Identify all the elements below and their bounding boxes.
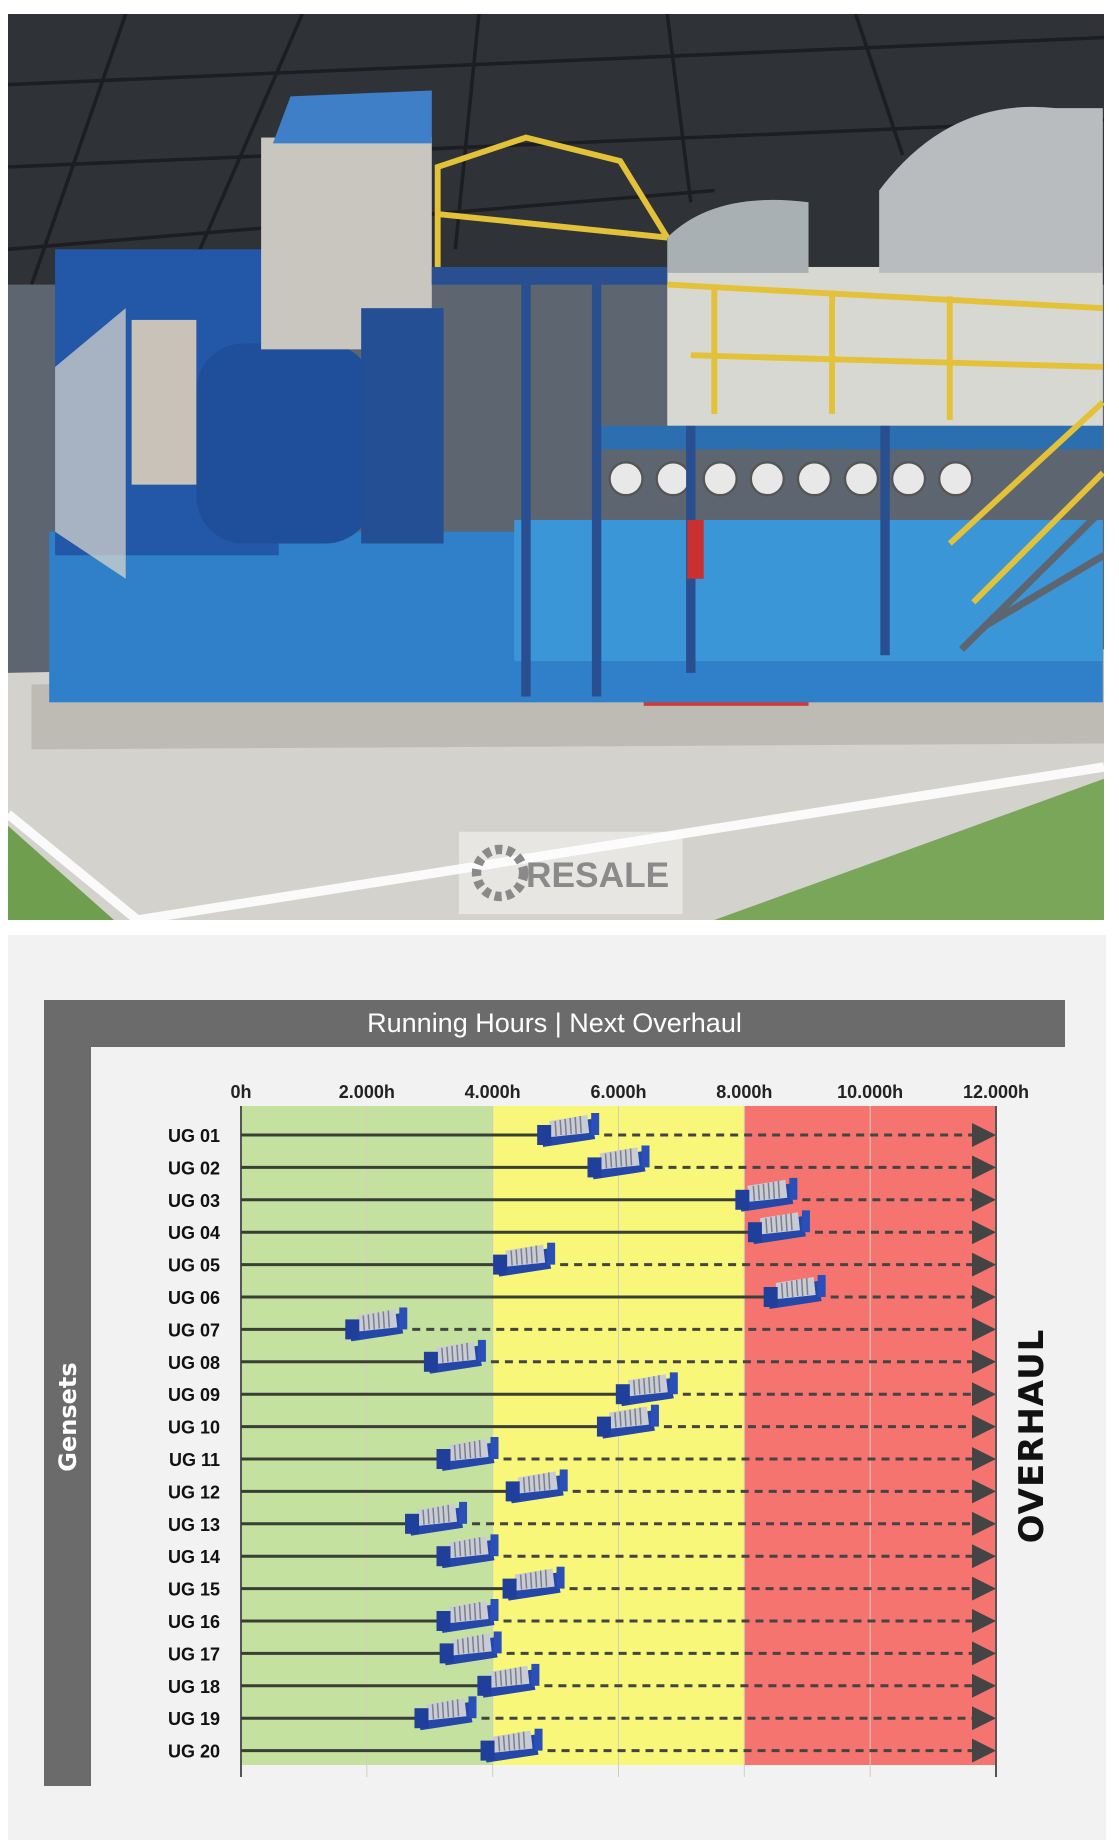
genset-label: UG 14 [168, 1547, 220, 1567]
x-tick-label: 2.000h [339, 1082, 395, 1102]
genset-label: UG 01 [168, 1126, 220, 1146]
y-axis-label-bar: Gensets [44, 1047, 91, 1786]
genset-label: UG 03 [168, 1191, 220, 1211]
genset-label: UG 12 [168, 1482, 220, 1502]
x-tick-label: 10.000h [837, 1082, 903, 1102]
genset-label: UG 15 [168, 1580, 220, 1600]
x-tick-label: 6.000h [590, 1082, 646, 1102]
genset-label: UG 20 [168, 1742, 220, 1762]
x-tick-label: 0h [230, 1082, 251, 1102]
genset-label: UG 02 [168, 1158, 220, 1178]
genset-label: UG 06 [168, 1288, 220, 1308]
genset-label: UG 18 [168, 1677, 220, 1697]
engine-hall-photo: RESALE [8, 14, 1104, 920]
genset-label: UG 04 [168, 1223, 220, 1243]
genset-label: UG 13 [168, 1515, 220, 1535]
genset-label: UG 19 [168, 1709, 220, 1729]
genset-label: UG 05 [168, 1256, 220, 1276]
genset-label: UG 07 [168, 1320, 220, 1340]
genset-label: UG 09 [168, 1385, 220, 1405]
x-tick-label: 4.000h [465, 1082, 521, 1102]
watermark-text: RESALE [526, 856, 669, 895]
genset-label: UG 10 [168, 1418, 220, 1438]
genset-label: UG 17 [168, 1644, 220, 1664]
x-tick-label: 12.000h [963, 1082, 1029, 1102]
x-tick-label: 8.000h [716, 1082, 772, 1102]
genset-label: UG 11 [169, 1450, 220, 1470]
genset-label: UG 08 [168, 1353, 220, 1373]
genset-label: UG 16 [168, 1612, 220, 1632]
chart-title: Running Hours | Next Overhaul [44, 1000, 1065, 1047]
